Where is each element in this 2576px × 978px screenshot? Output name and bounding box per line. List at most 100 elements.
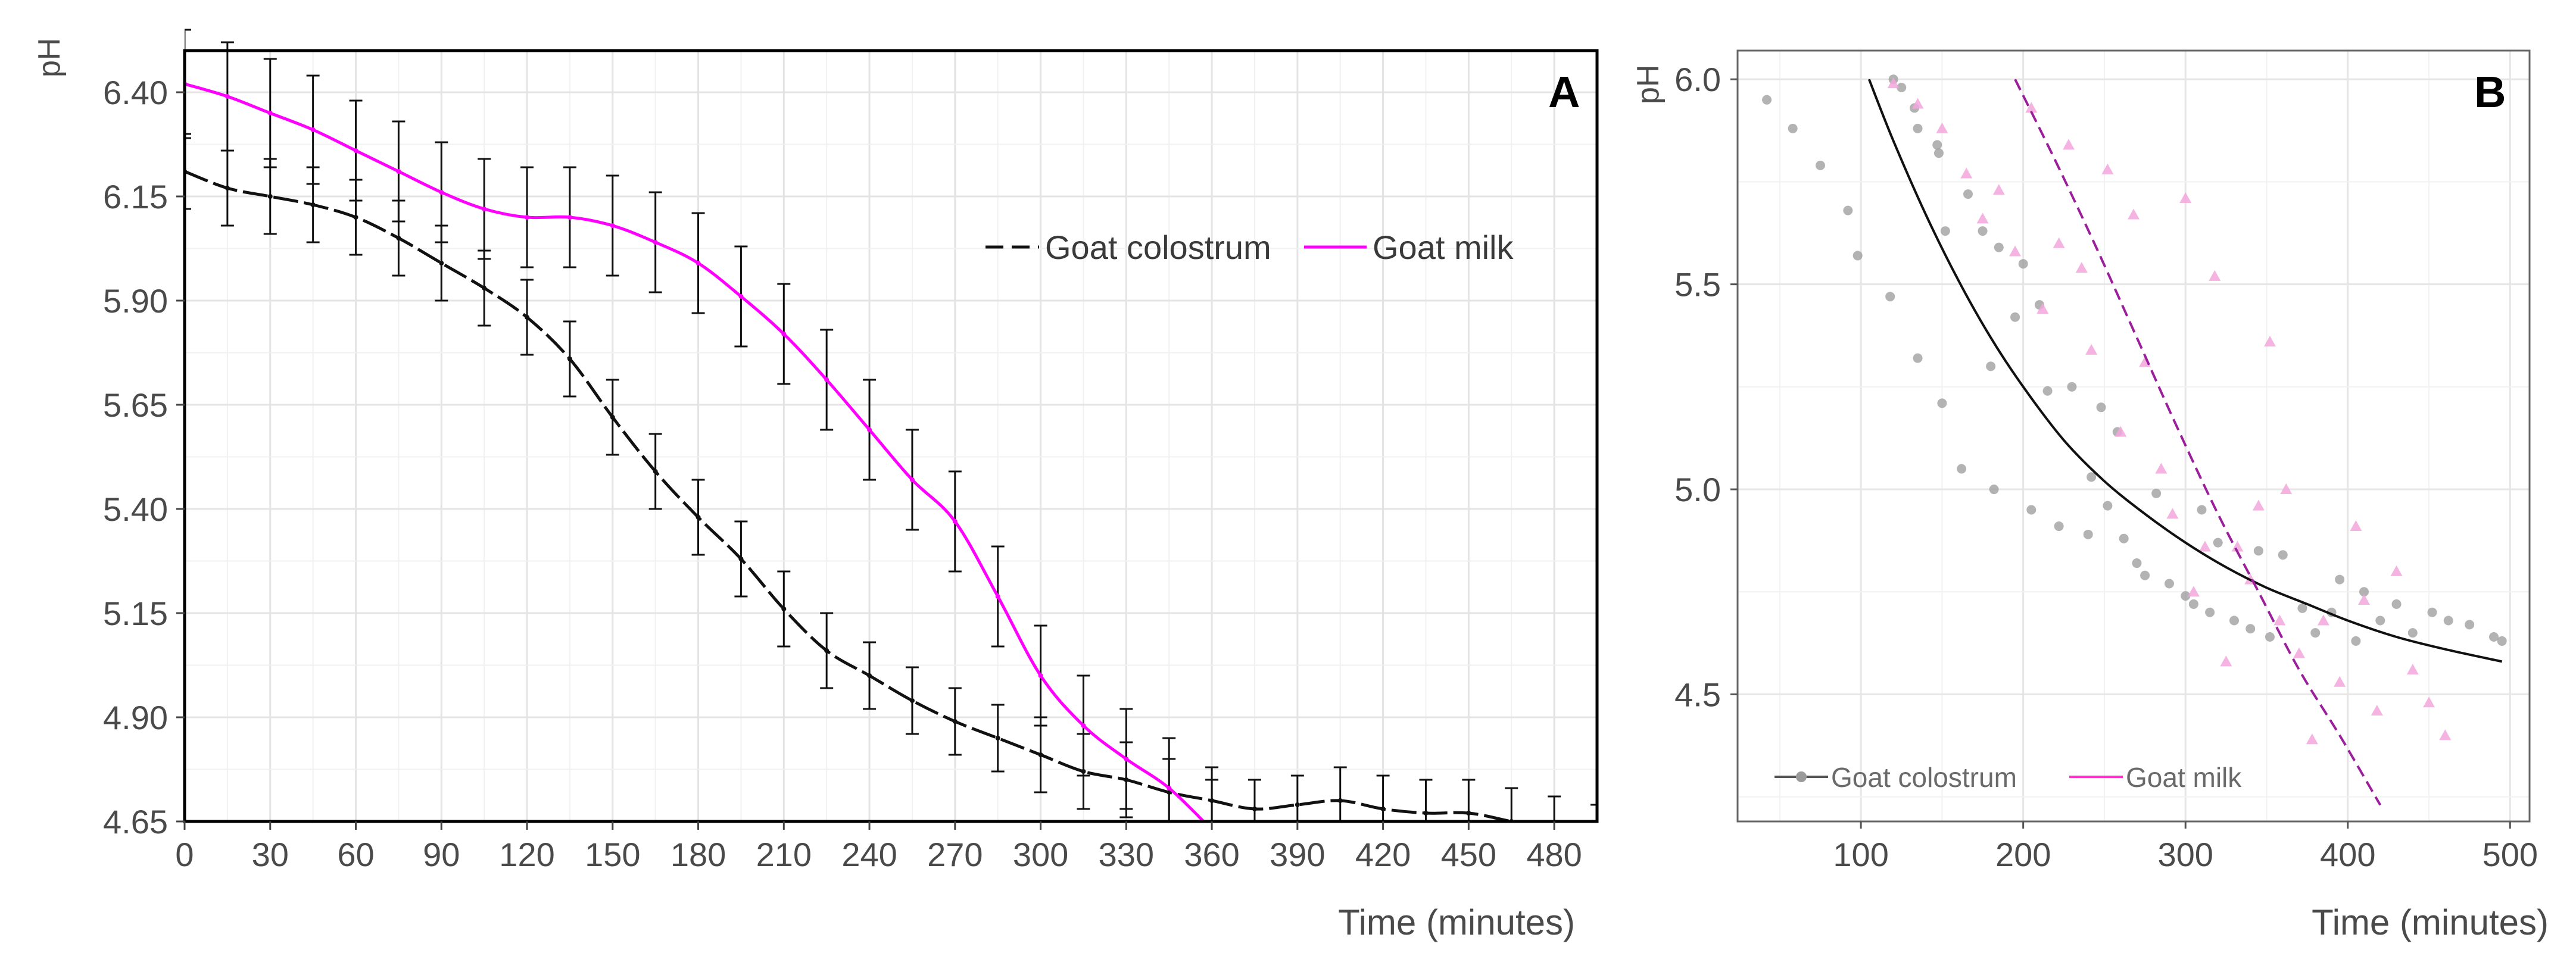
x-tick-label: 60: [337, 836, 374, 873]
chart-a-plot-area: [185, 51, 1597, 821]
scatter-point-colostrum: [1853, 251, 1863, 261]
chart-b-y-ticks: 4.5 5.0 5.5 6.0: [1674, 61, 1738, 713]
data-point: [482, 207, 487, 211]
scatter-point-colostrum: [1913, 353, 1923, 363]
scatter-point-colostrum: [2465, 620, 2475, 630]
scatter-point-colostrum: [2278, 550, 2288, 560]
x-tick-label: 0: [175, 836, 194, 873]
scatter-point-colostrum: [2359, 587, 2369, 597]
legend-colostrum-label: Goat colostrum: [1045, 229, 1271, 266]
x-tick-label: 180: [670, 836, 726, 873]
scatter-point-colostrum: [1762, 95, 1772, 105]
legend-b-milk-label: Goat milk: [2126, 762, 2242, 793]
scatter-point-colostrum: [2427, 607, 2437, 617]
y-tick-label: 6.40: [103, 74, 168, 111]
scatter-point-milk: [2274, 614, 2286, 626]
scatter-point-milk: [1936, 122, 1948, 133]
scatter-point-colostrum: [2265, 632, 2275, 642]
scatter-point-colostrum: [2213, 538, 2223, 548]
legend-b-colostrum-label: Goat colostrum: [1831, 762, 2017, 793]
scatter-point-colostrum: [2119, 533, 2129, 543]
data-point: [1337, 798, 1343, 803]
y-tick-label: 5.15: [103, 595, 168, 632]
chart-panel-b: 100 200 300 400 500 4.5 5.0 5.5 6.0 B pH Time (…: [1631, 49, 2549, 942]
data-point: [1423, 811, 1429, 815]
chart-a-legend: Goat colostrum Goat milk: [986, 229, 1514, 266]
scatter-point-colostrum: [2140, 570, 2150, 580]
chart-b-legend: Goat colostrum Goat milk: [1774, 762, 2242, 793]
scatter-point-milk: [1887, 77, 1900, 89]
scatter-point-milk: [2423, 696, 2435, 708]
x-tick-label: 30: [252, 836, 289, 873]
scatter-point-milk: [2390, 565, 2403, 576]
scatter-point-colostrum: [2391, 599, 2402, 609]
data-point: [567, 357, 572, 361]
chart-a-y-ticks: 4.65 4.90 5.15 5.40 5.65 5.90 6.15 6.40: [103, 74, 185, 840]
data-point: [995, 736, 1000, 740]
scatter-point-colostrum: [2103, 501, 2113, 511]
chart-b-points: [1762, 74, 2507, 745]
data-point: [1038, 752, 1043, 757]
data-point: [1295, 802, 1300, 807]
data-point: [353, 215, 358, 220]
scatter-point-colostrum: [2229, 615, 2239, 626]
scatter-point-milk: [2209, 270, 2221, 281]
data-point: [781, 332, 787, 336]
data-point: [1038, 673, 1043, 678]
chart-b-x-axis-label: Time (minutes): [2312, 902, 2549, 942]
y-tick-label: 4.5: [1674, 676, 1721, 713]
x-tick-label: 390: [1270, 836, 1325, 873]
scatter-point-milk: [2085, 343, 2098, 355]
scatter-point-colostrum: [1989, 485, 1999, 495]
y-tick-label: 5.5: [1674, 266, 1721, 304]
scatter-point-colostrum: [2132, 558, 2142, 568]
scatter-point-colostrum: [1986, 361, 1996, 371]
chart-a-x-ticks: 0 30 60 90 120 150 180 210 240 270 300 330 360 390 420…: [175, 821, 1582, 873]
scatter-point-milk: [1992, 184, 2005, 195]
scatter-point-milk: [2350, 520, 2362, 532]
x-tick-label: 500: [2483, 836, 2538, 873]
scatter-point-colostrum: [1940, 226, 1950, 236]
scatter-point-colostrum: [2375, 615, 2385, 626]
scatter-point-milk: [2334, 676, 2346, 687]
chart-b-y-axis-label: pH: [1631, 65, 1666, 104]
scatter-point-milk: [2280, 483, 2293, 495]
data-point: [567, 215, 572, 220]
data-point: [1124, 757, 1129, 761]
x-tick-label: 360: [1184, 836, 1239, 873]
scatter-point-colostrum: [2151, 488, 2162, 498]
data-point: [824, 648, 829, 653]
scatter-point-milk: [2306, 733, 2318, 745]
data-point: [224, 186, 230, 190]
data-point: [1252, 807, 1257, 811]
x-tick-label: 210: [756, 836, 812, 873]
scatter-point-colostrum: [2297, 603, 2307, 613]
scatter-point-milk: [2220, 655, 2232, 667]
data-point: [867, 427, 872, 432]
scatter-point-colostrum: [1978, 226, 1988, 236]
scatter-point-colostrum: [1885, 292, 1895, 302]
x-tick-label: 330: [1099, 836, 1154, 873]
scatter-point-colostrum: [2253, 546, 2263, 556]
data-point: [1167, 786, 1172, 790]
scatter-point-colostrum: [1843, 205, 1853, 215]
scatter-point-colostrum: [1994, 242, 2004, 252]
data-point: [696, 515, 701, 520]
data-point: [525, 215, 530, 220]
data-point: [525, 315, 530, 320]
x-tick-label: 240: [841, 836, 897, 873]
data-point: [1380, 807, 1386, 811]
scatter-point-colostrum: [1963, 189, 1973, 199]
scatter-point-colostrum: [1897, 82, 1907, 92]
scatter-point-colostrum: [2188, 599, 2198, 609]
scatter-point-milk: [2179, 192, 2192, 203]
legend-milk-label: Goat milk: [1373, 229, 1514, 266]
scatter-point-milk: [2166, 508, 2179, 519]
scatter-point-colostrum: [2181, 591, 2191, 601]
series-colostrum: [185, 133, 1597, 821]
scatter-point-colostrum: [2335, 574, 2345, 585]
scatter-point-colostrum: [2042, 386, 2053, 396]
scatter-point-milk: [2317, 614, 2329, 626]
scatter-point-milk: [2358, 594, 2371, 605]
fit-line-colostrum: [1867, 79, 2503, 663]
